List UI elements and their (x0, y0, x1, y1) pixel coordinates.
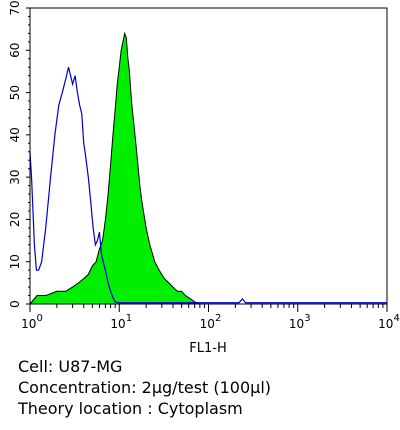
caption-concentration: Concentration: 2µg/test (100µl) (18, 378, 272, 397)
y-axis: 0 10 20 30 40 50 60 70 (8, 0, 30, 308)
caption: Cell: U87-MG Concentration: 2µg/test (10… (18, 356, 271, 419)
x-tick-label: 104 (378, 313, 400, 331)
x-tick-label: 102 (200, 313, 222, 331)
x-tick-label: 103 (289, 313, 311, 331)
series-layer (28, 31, 387, 305)
y-tick-label: 20 (8, 212, 22, 227)
y-tick-label: 40 (8, 127, 22, 142)
x-tick-label: 100 (21, 313, 43, 331)
histogram-filled-series (28, 31, 201, 305)
caption-theory-location: Theory location : Cytoplasm (18, 399, 243, 418)
flow-cytometry-histogram: 0 10 20 30 40 50 60 70 100 101 102 103 104 FL1-H (8, 0, 400, 356)
y-tick-label: 60 (8, 43, 22, 58)
caption-cell: Cell: U87-MG (18, 357, 123, 376)
y-tick-label: 30 (8, 170, 22, 185)
y-tick-label: 0 (8, 300, 22, 308)
x-tick-label: 101 (110, 313, 132, 331)
x-axis: 100 101 102 103 104 (21, 304, 400, 331)
histogram-outline-series (29, 67, 387, 304)
plot-frame (29, 7, 388, 305)
y-tick-label: 10 (8, 254, 22, 269)
x-axis-title: FL1-H (189, 341, 226, 356)
y-tick-label: 50 (8, 85, 22, 100)
y-tick-label: 70 (8, 0, 22, 15)
